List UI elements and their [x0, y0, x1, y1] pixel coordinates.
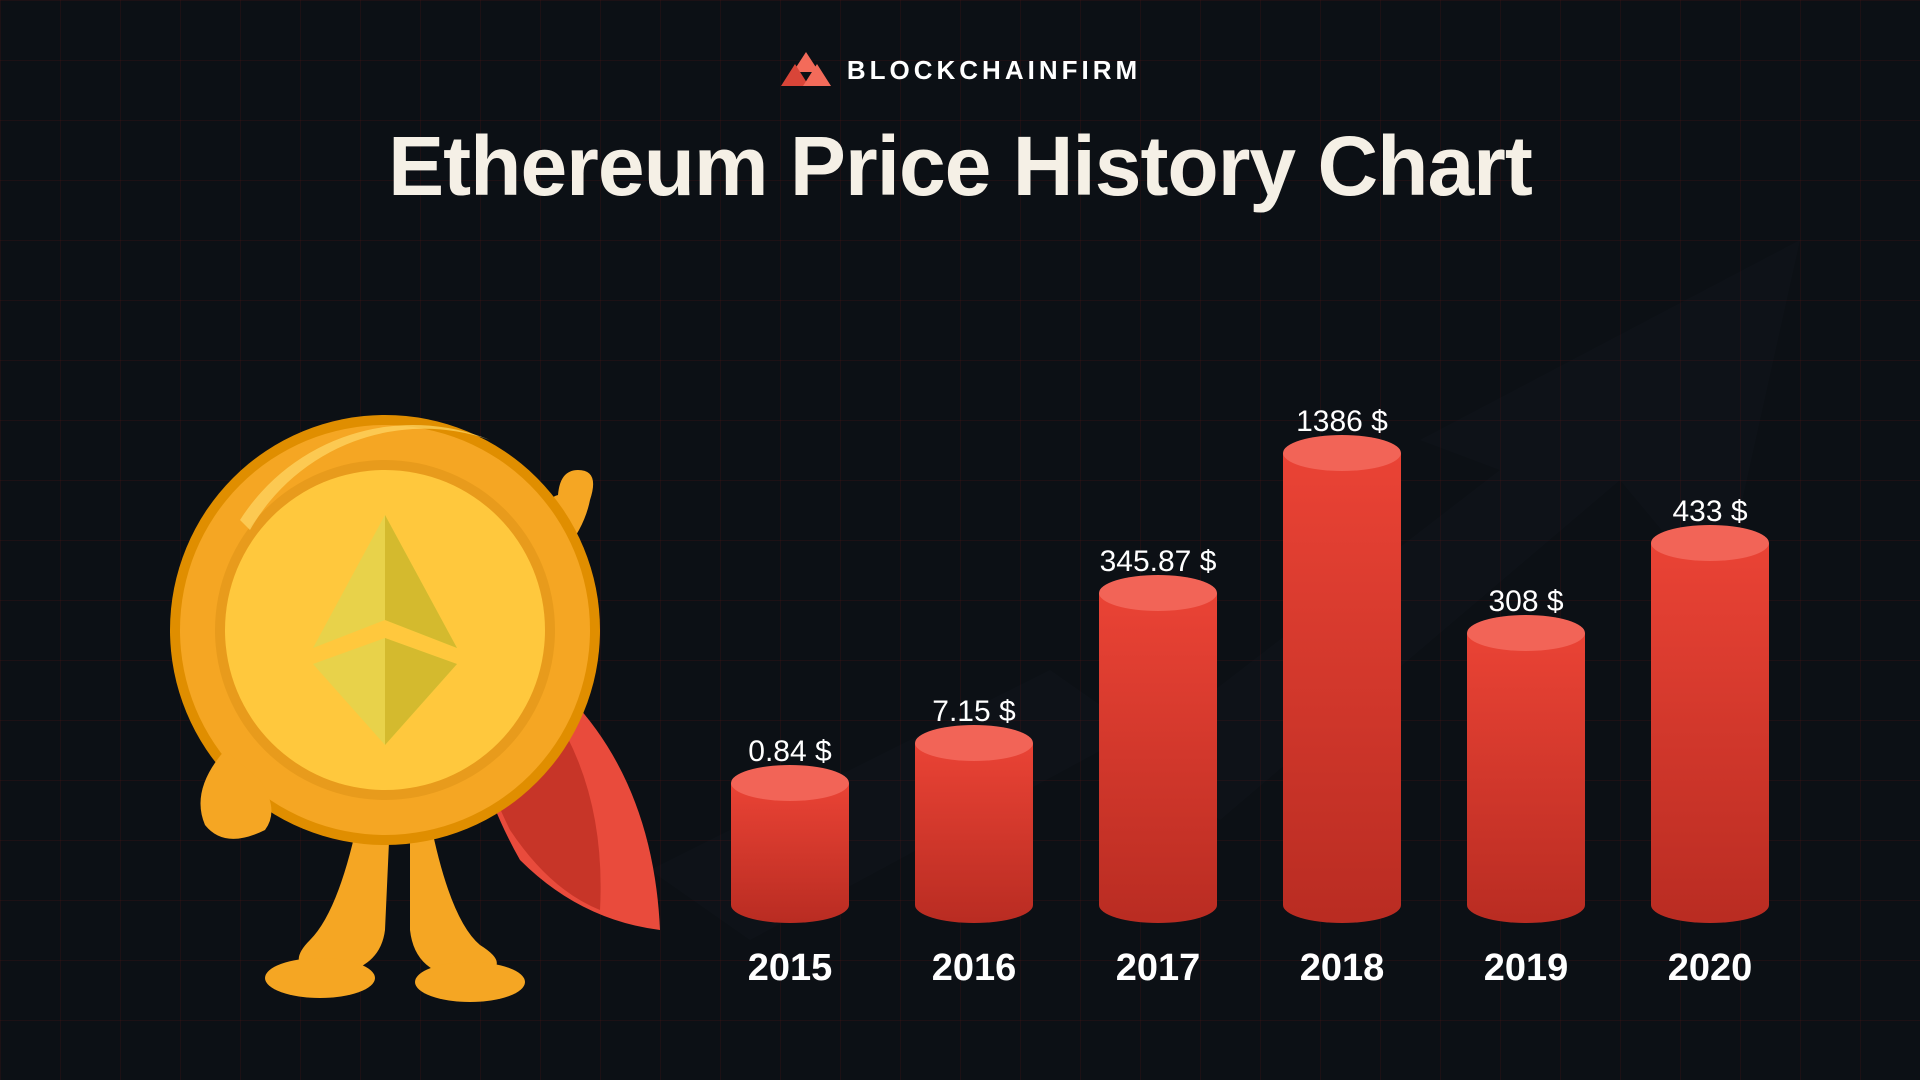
bar-cylinder	[1099, 593, 1217, 923]
bar-column: 433 $ 2020	[1640, 495, 1780, 990]
bar-cylinder-body	[1099, 593, 1217, 923]
bar-value-label: 433 $	[1672, 495, 1747, 529]
brand-logo-icon	[779, 50, 833, 90]
bar-cylinder-top	[915, 725, 1033, 761]
bar-column: 1386 $ 2018	[1272, 405, 1412, 990]
bar-value-label: 7.15 $	[932, 695, 1015, 729]
price-bar-chart: 0.84 $ 2015 7.15 $ 2016 345.87 $ 2017 1386 $ 20…	[720, 350, 1780, 990]
bar-column: 7.15 $ 2016	[904, 695, 1044, 990]
bar-value-label: 345.87 $	[1100, 545, 1217, 579]
bar-cylinder-top	[731, 765, 849, 801]
bar-cylinder-top	[1099, 575, 1217, 611]
bar-value-label: 1386 $	[1296, 405, 1388, 439]
bar-value-label: 308 $	[1488, 585, 1563, 619]
bar-cylinder-body	[1283, 453, 1401, 923]
bar-cylinder-body	[1651, 543, 1769, 923]
bar-cylinder	[1283, 453, 1401, 923]
bar-cylinder-body	[915, 743, 1033, 923]
brand-name: BLOCKCHAINFIRM	[847, 55, 1141, 86]
bar-cylinder-top	[1467, 615, 1585, 651]
brand: BLOCKCHAINFIRM	[779, 50, 1141, 90]
bar-column: 0.84 $ 2015	[720, 735, 860, 990]
ethereum-coin-mascot	[130, 370, 690, 1010]
bar-year-label: 2016	[932, 947, 1017, 990]
bar-cylinder	[1467, 633, 1585, 923]
bar-cylinder	[1651, 543, 1769, 923]
bar-cylinder-top	[1651, 525, 1769, 561]
bar-column: 308 $ 2019	[1456, 585, 1596, 990]
bar-cylinder	[731, 783, 849, 923]
page-title: Ethereum Price History Chart	[388, 118, 1532, 215]
bar-year-label: 2020	[1668, 947, 1753, 990]
bar-year-label: 2019	[1484, 947, 1569, 990]
bar-year-label: 2018	[1300, 947, 1385, 990]
bar-value-label: 0.84 $	[748, 735, 831, 769]
bar-year-label: 2015	[748, 947, 833, 990]
header: BLOCKCHAINFIRM Ethereum Price History Ch…	[0, 50, 1920, 215]
bar-column: 345.87 $ 2017	[1088, 545, 1228, 990]
bar-year-label: 2017	[1116, 947, 1201, 990]
bar-cylinder-body	[1467, 633, 1585, 923]
bar-cylinder-body	[731, 783, 849, 923]
bar-cylinder-top	[1283, 435, 1401, 471]
bar-cylinder	[915, 743, 1033, 923]
